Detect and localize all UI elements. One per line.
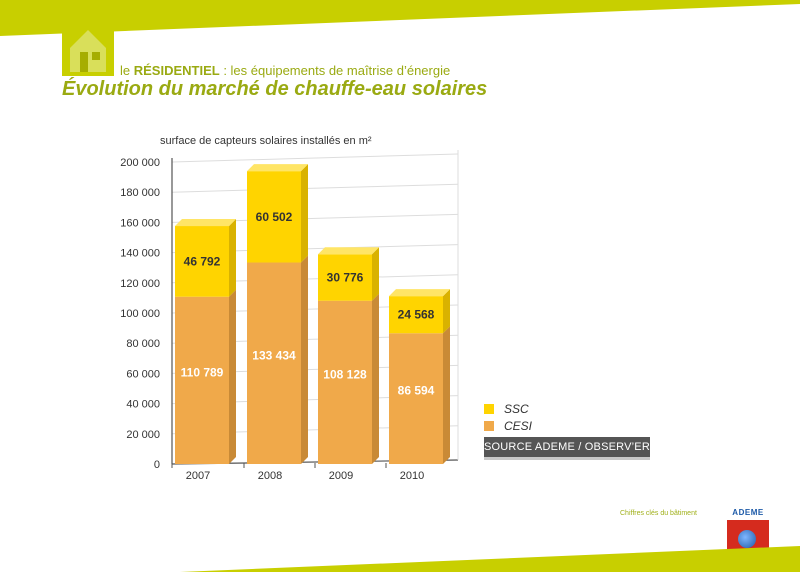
data-label-ssc: 30 776 bbox=[327, 270, 364, 284]
legend-swatch-ssc bbox=[484, 403, 494, 414]
data-label-ssc: 46 792 bbox=[184, 254, 221, 268]
y-tick-label: 60 000 bbox=[126, 368, 160, 380]
y-tick-label: 180 000 bbox=[120, 187, 160, 199]
bottom-decor-band bbox=[180, 546, 800, 572]
bar-ssc-front bbox=[175, 226, 229, 297]
y-tick-label: 120 000 bbox=[120, 278, 160, 290]
legend-label-cesi: CESI bbox=[504, 418, 533, 433]
bar-ssc-top bbox=[247, 164, 308, 172]
bar-ssc-front bbox=[389, 296, 443, 334]
bar-ssc-side bbox=[372, 247, 379, 301]
subtitle-rest: : les équipements de maîtrise d’énergie bbox=[219, 63, 451, 78]
x-tick-label: 2007 bbox=[186, 470, 210, 482]
bar-cesi-front bbox=[389, 333, 443, 464]
data-label-cesi: 108 128 bbox=[323, 367, 367, 381]
gridline bbox=[171, 183, 459, 193]
subtitle-prefix: le bbox=[120, 63, 134, 78]
bar-ssc-side bbox=[443, 289, 450, 334]
bar-ssc-front bbox=[247, 171, 301, 263]
chart-legend: SSC CESI bbox=[484, 400, 532, 434]
bar-cesi-front bbox=[175, 296, 229, 464]
page-title: Évolution du marché de chauffe-eau solai… bbox=[62, 78, 488, 100]
data-label-ssc: 60 502 bbox=[256, 210, 293, 224]
y-tick-label: 140 000 bbox=[120, 248, 160, 260]
y-tick-label: 160 000 bbox=[120, 217, 160, 229]
bar-ssc-top bbox=[389, 289, 450, 297]
legend-swatch-cesi bbox=[484, 420, 494, 431]
section-subtitle: le RÉSIDENTIEL : les équipements de maît… bbox=[120, 63, 450, 78]
gridline bbox=[171, 153, 459, 163]
bar-ssc-side bbox=[301, 164, 308, 263]
bar-ssc-front bbox=[318, 254, 372, 301]
bar-ssc-side bbox=[229, 219, 236, 297]
y-tick-label: 200 000 bbox=[120, 157, 160, 169]
data-label-cesi: 110 789 bbox=[181, 365, 224, 379]
legend-item-cesi: CESI bbox=[484, 417, 532, 434]
subtitle-bold: RÉSIDENTIEL bbox=[133, 63, 220, 78]
data-label-cesi: 133 434 bbox=[252, 348, 296, 362]
bar-ssc-top bbox=[318, 247, 379, 255]
y-tick-label: 100 000 bbox=[120, 308, 160, 320]
y-tick-label: 0 bbox=[154, 459, 160, 471]
ademe-logo-text: ADEME bbox=[732, 508, 764, 517]
house-icon bbox=[62, 24, 114, 76]
x-tick-label: 2008 bbox=[258, 470, 282, 482]
data-label-ssc: 24 568 bbox=[398, 308, 435, 322]
top-decor-band bbox=[0, 0, 800, 36]
data-label-cesi: 86 594 bbox=[398, 384, 435, 398]
y-tick-label: 40 000 bbox=[126, 399, 160, 411]
bar-cesi-side bbox=[229, 289, 236, 464]
bar-ssc-top bbox=[175, 219, 236, 227]
x-tick-label: 2009 bbox=[329, 470, 353, 482]
source-badge: SOURCE ADEME / OBSERV’ER bbox=[484, 437, 650, 457]
y-axis-title: surface de capteurs solaires installés e… bbox=[160, 135, 372, 147]
x-tick-label: 2010 bbox=[400, 470, 424, 482]
bar-cesi-front bbox=[247, 262, 301, 464]
legend-label-ssc: SSC bbox=[504, 401, 529, 416]
y-tick-label: 80 000 bbox=[126, 338, 160, 350]
bar-cesi-side bbox=[372, 293, 379, 464]
footer-note: Chiffres clés du bâtiment bbox=[620, 510, 697, 517]
y-tick-label: 20 000 bbox=[126, 429, 160, 441]
bar-cesi-front bbox=[318, 300, 372, 464]
bar-cesi-side bbox=[301, 255, 308, 464]
globe-icon bbox=[738, 530, 756, 548]
bar-cesi-side bbox=[443, 326, 450, 464]
legend-item-ssc: SSC bbox=[484, 400, 532, 417]
